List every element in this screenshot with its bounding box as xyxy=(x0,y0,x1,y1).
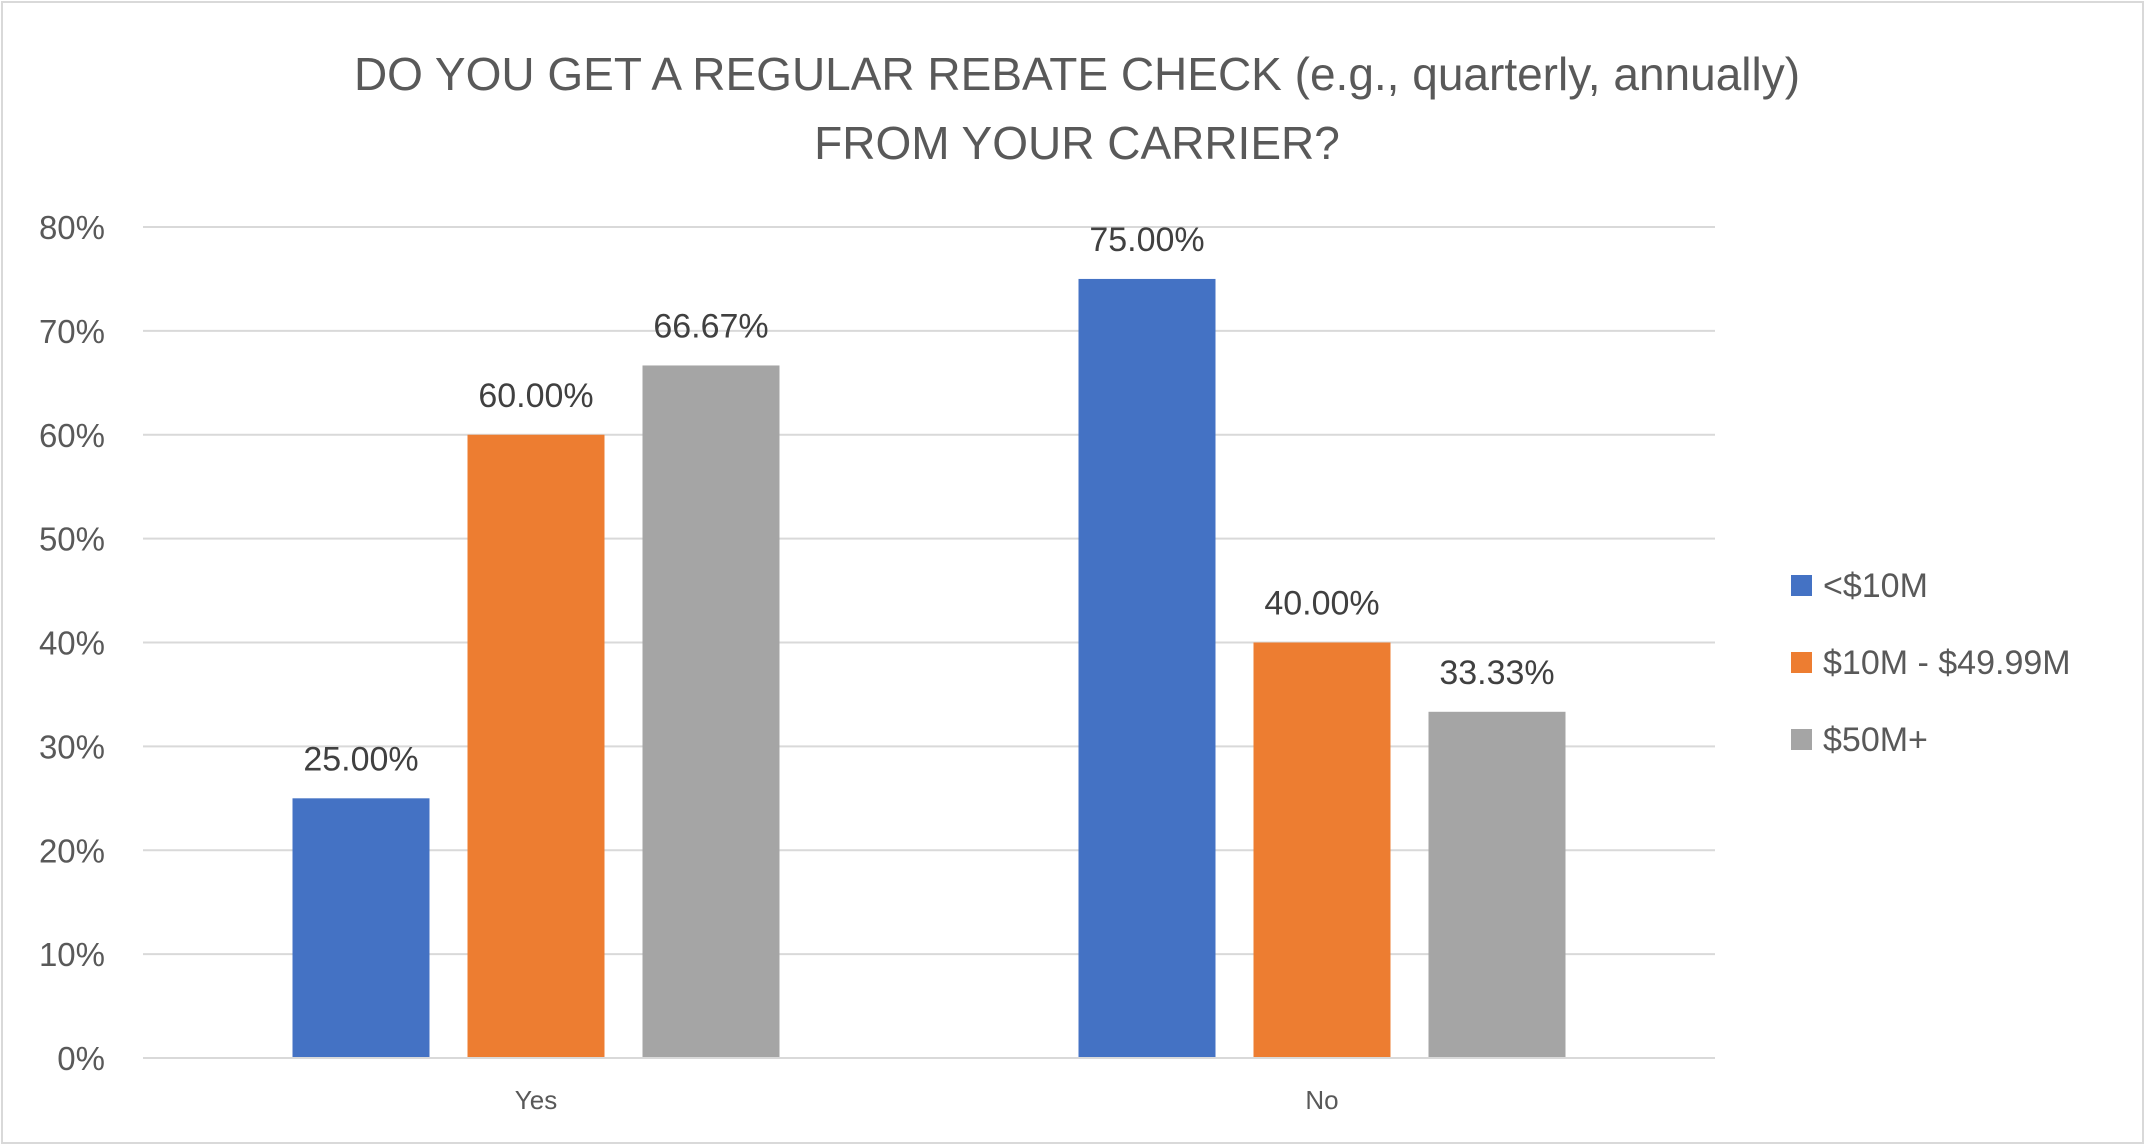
y-tick-label: 20% xyxy=(39,832,105,869)
data-label: 60.00% xyxy=(478,377,593,415)
bar[interactable] xyxy=(642,365,780,1059)
y-axis-ticks: 0% 10% 20% 30% 40% 50% 60% 70% 80% xyxy=(39,209,105,1077)
legend-swatch xyxy=(1791,652,1812,673)
data-labels: 25.00% 60.00% 66.67% 75.00% 40.00% 33.33% xyxy=(303,221,1554,778)
chart-canvas: DO YOU GET A REGULAR REBATE CHECK (e.g.,… xyxy=(39,48,2071,1115)
y-tick-label: 0% xyxy=(57,1040,105,1077)
bar[interactable] xyxy=(467,434,605,1058)
data-label: 75.00% xyxy=(1089,221,1204,259)
y-tick-label: 60% xyxy=(39,417,105,454)
bar[interactable] xyxy=(292,798,430,1058)
legend[interactable]: <$10M $10M - $49.99M $50M+ xyxy=(1791,567,2071,759)
y-tick-label: 80% xyxy=(39,209,105,246)
legend-swatch xyxy=(1791,575,1812,596)
chart-subtitle: FROM YOUR CARRIER? xyxy=(814,117,1340,169)
y-tick-label: 10% xyxy=(39,936,105,973)
legend-entry[interactable]: <$10M xyxy=(1823,567,1928,605)
y-tick-label: 70% xyxy=(39,313,105,350)
bar[interactable] xyxy=(1253,642,1391,1059)
bar[interactable] xyxy=(1078,278,1216,1058)
x-category-label: Yes xyxy=(515,1085,557,1115)
x-axis: Yes No xyxy=(143,1057,1715,1115)
y-tick-label: 30% xyxy=(39,728,105,765)
x-category-label: No xyxy=(1305,1085,1338,1115)
legend-swatch xyxy=(1791,729,1812,750)
y-tick-label: 40% xyxy=(39,625,105,662)
data-label: 40.00% xyxy=(1264,585,1379,623)
data-label: 33.33% xyxy=(1439,654,1554,692)
y-tick-label: 50% xyxy=(39,521,105,558)
data-label: 66.67% xyxy=(653,307,768,345)
chart-title: DO YOU GET A REGULAR REBATE CHECK (e.g.,… xyxy=(354,48,1800,100)
bars xyxy=(292,278,1566,1059)
data-label: 25.00% xyxy=(303,740,418,778)
bar[interactable] xyxy=(1428,711,1566,1058)
legend-entry[interactable]: $50M+ xyxy=(1823,721,1928,759)
legend-entry[interactable]: $10M - $49.99M xyxy=(1823,644,2071,682)
